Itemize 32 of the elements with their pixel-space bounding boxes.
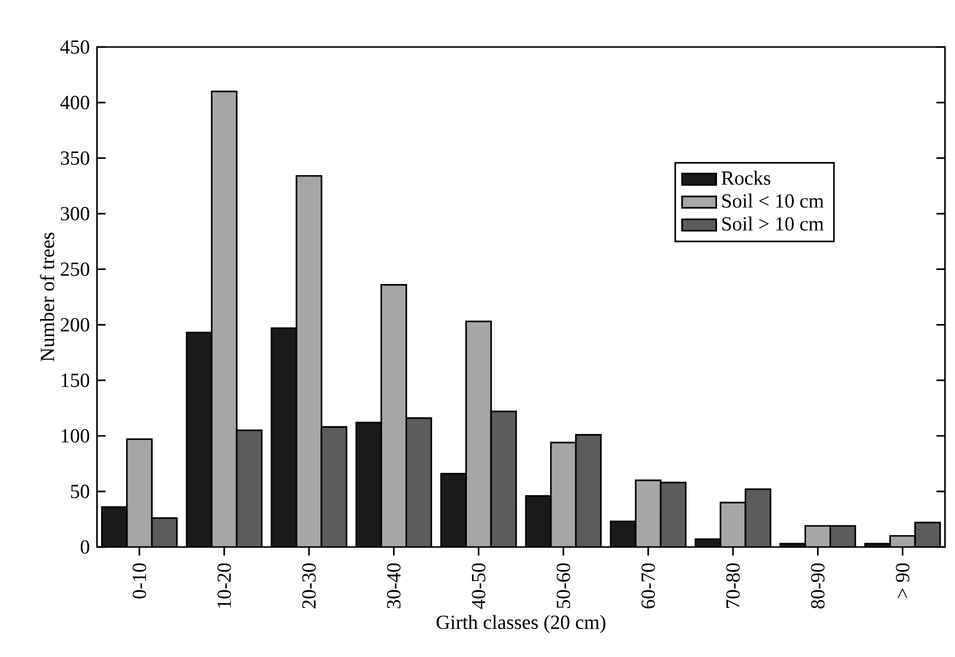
bar [380,284,408,547]
x-tick-label: 60-70 [641,563,655,608]
y-tick-label: 100 [62,429,90,443]
x-tick-label: 70-80 [726,563,740,608]
x-tick-label: 40-50 [472,563,486,609]
bar [550,442,577,547]
y-tick-label: 300 [60,206,90,220]
x-tick-label: 10-20 [217,563,231,608]
legend-label: Soil < 10 cm [722,194,824,208]
bar [210,90,238,547]
y-tick-label: 350 [60,151,90,165]
y-tick-label: 400 [60,96,90,110]
x-axis-title: Girth classes (20 cm) [436,614,606,634]
y-tick-label: 0 [80,540,90,554]
y-tick-label: 200 [60,318,90,332]
bar [126,438,153,547]
y-tick-label: 250 [60,262,90,276]
y-tick-label: 450 [60,40,90,54]
x-tick-label: 50-60 [556,563,570,608]
legend-label: Soil > 10 cm [722,216,824,231]
y-axis-title: Number of trees [40,232,54,362]
x-tick-label: > 90 [896,563,910,598]
bar [296,175,322,547]
bar [465,320,492,547]
x-tick-label: 20-30 [302,563,316,608]
bar [634,480,662,547]
x-tick-label: 80-90 [811,563,825,608]
legend-label: Rocks [722,170,770,185]
y-tick-label: 50 [71,484,90,498]
y-tick-label: 150 [62,374,90,388]
x-tick-label: 30-40 [387,563,401,608]
x-tick-label: 0-10 [132,563,146,598]
